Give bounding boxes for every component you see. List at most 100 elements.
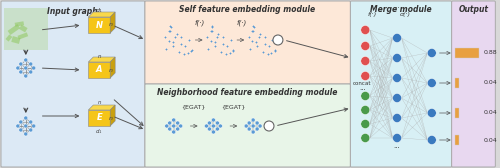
- Polygon shape: [110, 12, 115, 33]
- Text: ...: ...: [394, 143, 400, 149]
- Circle shape: [29, 128, 33, 132]
- Polygon shape: [88, 110, 110, 126]
- Circle shape: [251, 130, 255, 134]
- Point: [188, 49, 196, 51]
- Text: N: N: [96, 20, 103, 30]
- Text: $n$: $n$: [108, 22, 113, 29]
- Circle shape: [392, 114, 402, 122]
- Circle shape: [32, 66, 35, 70]
- FancyBboxPatch shape: [452, 1, 496, 167]
- Circle shape: [361, 92, 370, 100]
- Circle shape: [24, 66, 28, 70]
- Circle shape: [32, 124, 35, 128]
- Point: [162, 48, 170, 50]
- Polygon shape: [110, 105, 115, 126]
- Circle shape: [273, 35, 283, 45]
- Point: [180, 52, 188, 55]
- Bar: [454, 48, 479, 58]
- Text: Self feature embedding module: Self feature embedding module: [179, 5, 315, 14]
- Point: [223, 45, 231, 48]
- Circle shape: [392, 94, 402, 102]
- Circle shape: [361, 106, 370, 115]
- Point: [207, 40, 215, 43]
- Text: Neighborhood feature embedding module: Neighborhood feature embedding module: [157, 88, 338, 97]
- Circle shape: [19, 70, 23, 74]
- Circle shape: [218, 124, 222, 128]
- FancyBboxPatch shape: [1, 1, 145, 167]
- FancyBboxPatch shape: [145, 84, 350, 167]
- Text: Output: Output: [458, 5, 488, 14]
- Text: f(⋅): f(⋅): [368, 12, 377, 17]
- Circle shape: [29, 120, 33, 124]
- Circle shape: [255, 127, 259, 131]
- Point: [219, 43, 227, 45]
- Point: [264, 45, 272, 48]
- Circle shape: [216, 127, 220, 131]
- Circle shape: [361, 119, 370, 129]
- Point: [249, 25, 257, 27]
- Circle shape: [247, 127, 251, 131]
- Circle shape: [428, 109, 436, 117]
- Point: [169, 45, 177, 47]
- Polygon shape: [88, 57, 115, 62]
- Text: $d_1$: $d_1$: [95, 7, 104, 15]
- Point: [208, 25, 216, 27]
- FancyBboxPatch shape: [4, 8, 48, 50]
- Point: [207, 30, 215, 33]
- Circle shape: [204, 124, 208, 128]
- Point: [252, 40, 260, 43]
- Text: concat: concat: [353, 81, 372, 86]
- Circle shape: [361, 72, 370, 80]
- Point: [171, 35, 179, 38]
- Point: [208, 25, 216, 28]
- Point: [211, 45, 219, 47]
- Circle shape: [264, 121, 274, 131]
- Bar: [8, 24, 20, 35]
- Text: A: A: [96, 66, 102, 74]
- Circle shape: [428, 49, 436, 57]
- Point: [268, 38, 276, 41]
- Bar: [454, 78, 458, 88]
- Point: [208, 29, 216, 32]
- Point: [230, 49, 237, 51]
- Point: [268, 52, 276, 54]
- Circle shape: [19, 62, 23, 66]
- Polygon shape: [88, 62, 110, 78]
- Circle shape: [212, 130, 216, 134]
- Point: [185, 38, 193, 41]
- Text: $n$: $n$: [108, 115, 113, 121]
- Point: [173, 33, 181, 36]
- Circle shape: [176, 121, 180, 125]
- Text: $n$: $n$: [96, 52, 102, 59]
- Point: [250, 29, 258, 32]
- Point: [213, 35, 221, 38]
- Point: [261, 43, 269, 45]
- Point: [258, 51, 266, 53]
- Circle shape: [251, 124, 255, 128]
- Point: [178, 43, 186, 45]
- Text: E: E: [96, 114, 102, 122]
- Polygon shape: [88, 105, 115, 110]
- Circle shape: [19, 120, 23, 124]
- Text: σ(⋅): σ(⋅): [400, 12, 410, 17]
- Circle shape: [361, 41, 370, 51]
- Bar: [14, 21, 24, 27]
- Circle shape: [178, 124, 182, 128]
- Point: [222, 52, 230, 55]
- FancyBboxPatch shape: [350, 1, 452, 167]
- Circle shape: [24, 132, 28, 136]
- Point: [166, 25, 174, 28]
- Circle shape: [255, 121, 259, 125]
- Point: [217, 51, 225, 53]
- Circle shape: [176, 127, 180, 131]
- Point: [176, 51, 184, 53]
- Point: [166, 29, 174, 32]
- Text: $d_1$: $d_1$: [96, 128, 103, 136]
- Polygon shape: [88, 17, 110, 33]
- Point: [203, 35, 211, 38]
- Point: [229, 49, 237, 52]
- Bar: [6, 34, 12, 42]
- Point: [219, 36, 227, 39]
- Point: [187, 49, 195, 52]
- Point: [271, 49, 279, 51]
